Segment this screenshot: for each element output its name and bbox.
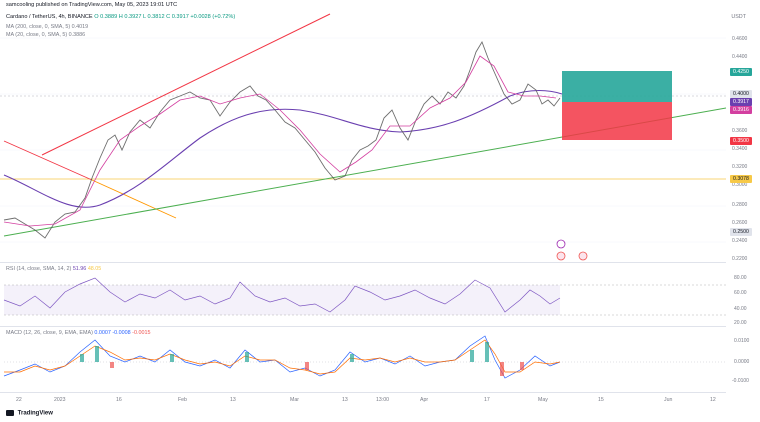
resistance-trendline <box>41 13 331 156</box>
price-tick: 0.2400 <box>732 238 748 244</box>
rsi-legend[interactable]: RSI (14, close, SMA, 14, 2) 51.96 48.05 <box>6 266 101 272</box>
price-tick: 0.2600 <box>732 220 748 226</box>
price-tick: 0.4400 <box>732 54 748 60</box>
logo-text: TradingView <box>17 410 53 417</box>
price-tag-low: 0.2500 <box>730 228 752 236</box>
stop-zone <box>562 102 672 140</box>
pane-separator-rsi[interactable] <box>0 262 726 263</box>
time-tick: 13 <box>230 397 236 403</box>
ohlc-values: O 0.3889 H 0.3927 L 0.3812 C 0.3917 +0.0… <box>94 14 236 20</box>
pane-separator-time <box>0 392 726 393</box>
orange-trendline <box>91 179 177 219</box>
rsi-tick: 80.00 <box>734 275 747 281</box>
tradingview-logo[interactable]: TradingView <box>6 410 53 417</box>
price-tag-line: 0.4000 <box>730 90 752 98</box>
time-tick: 22 <box>16 397 22 403</box>
price-tag-support: 0.3078 <box>730 175 752 183</box>
rsi-value: 51.96 <box>72 266 87 272</box>
pane-separator-macd[interactable] <box>0 326 726 327</box>
macd-tick: -0.0100 <box>732 378 749 384</box>
time-tick: May <box>538 397 548 403</box>
time-tick: 17 <box>484 397 490 403</box>
ma20-legend[interactable]: MA (20, close, 0, SMA, 5) 0.3886 <box>6 32 85 38</box>
currency-label: USDT <box>731 14 746 20</box>
time-tick: Mar <box>290 397 299 403</box>
price-tick: 0.2200 <box>732 256 748 262</box>
price-grid <box>0 37 726 243</box>
rsi-tick: 20.00 <box>734 320 747 326</box>
price-tick: 0.2800 <box>732 202 748 208</box>
macd-value: 0.0007 <box>94 330 111 336</box>
symbol-name[interactable]: Cardano / TetherUS, 4h, BINANCE <box>6 14 93 20</box>
rsi-band <box>4 285 560 315</box>
time-tick: 16 <box>116 397 122 403</box>
time-tick: 15 <box>598 397 604 403</box>
price-tag-ma20: 0.3916 <box>730 106 752 114</box>
time-tick: 13 <box>342 397 348 403</box>
event-icon <box>556 239 566 249</box>
price-tick: 0.4600 <box>732 36 748 42</box>
rsi-tick: 40.00 <box>734 306 747 312</box>
price-tick: 0.3200 <box>732 164 748 170</box>
time-tick: 2023 <box>54 397 66 403</box>
price-tag-target: 0.4250 <box>730 68 752 76</box>
macd-histogram <box>80 342 524 376</box>
time-tick: 12 <box>710 397 716 403</box>
macd-label: MACD (12, 26, close, 9, EMA, EMA) <box>6 330 93 336</box>
time-tick: 13:00 <box>376 397 389 403</box>
ma200-line <box>3 89 563 208</box>
flag-us-icon <box>578 251 588 261</box>
rsi-ma-value: 48.05 <box>87 266 102 272</box>
macd-hist-value: -0.0015 <box>132 330 151 336</box>
ma20-label: MA (20, close, 0, SMA, 5) 0.3886 <box>6 32 86 38</box>
macd-line <box>3 335 561 379</box>
time-tick: Jun <box>664 397 673 403</box>
price-tick: 0.3400 <box>732 146 748 152</box>
publish-info: samcooling published on TradingView.com,… <box>6 2 178 8</box>
price-candles-path <box>3 40 561 239</box>
price-tick: 0.3600 <box>732 128 748 134</box>
ma200-legend[interactable]: MA (200, close, 0, SMA, 5) 0.4019 <box>6 24 88 30</box>
rsi-line <box>3 277 561 313</box>
symbol-legend[interactable]: Cardano / TetherUS, 4h, BINANCE O 0.3889… <box>6 14 235 20</box>
macd-legend[interactable]: MACD (12, 26, close, 9, EMA, EMA) 0.0007… <box>6 330 150 336</box>
tv-logo-icon <box>6 410 14 416</box>
descending-trendline <box>3 140 93 181</box>
flag-us-icon <box>556 251 566 261</box>
price-tick: 0.3000 <box>732 182 748 188</box>
macd-tick: 0.0000 <box>734 359 750 365</box>
signal-line <box>4 339 561 375</box>
rsi-tick: 60.00 <box>734 290 747 296</box>
ma200-label: MA (200, close, 0, SMA, 5) 0.4019 <box>6 24 89 30</box>
price-tag-stop: 0.3500 <box>730 137 752 145</box>
ma20-line <box>3 55 557 227</box>
price-tag-ma200: 0.3917 <box>730 98 752 106</box>
rsi-label: RSI (14, close, SMA, 14, 2) <box>6 266 72 272</box>
time-tick: Apr <box>420 397 429 403</box>
macd-tick: 0.0100 <box>734 338 750 344</box>
time-tick: Feb <box>178 397 187 403</box>
target-zone <box>562 71 672 102</box>
macd-signal-value: -0.0008 <box>112 330 131 336</box>
